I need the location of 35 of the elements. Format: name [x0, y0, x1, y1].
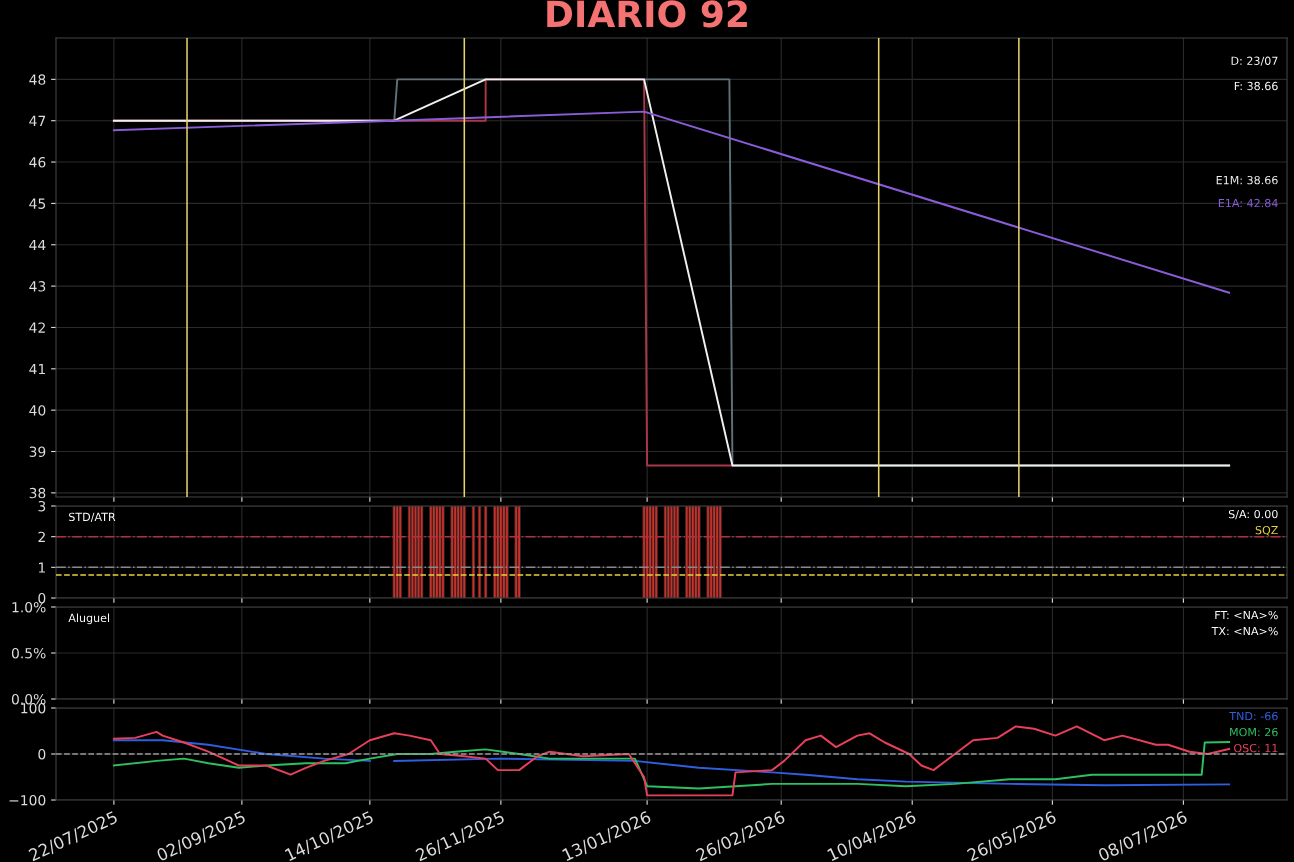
y-tick-label: 1.0% — [12, 601, 46, 613]
annotation: FT: <NA>% — [1215, 610, 1278, 620]
text: STD/ATR — [69, 512, 116, 522]
series-label: MOM: 26 — [1230, 727, 1278, 737]
y-tick-label: 40 — [29, 405, 46, 416]
text: E1M: 38.66 — [1216, 175, 1278, 185]
chart-title: DIARIO 92 — [547, 0, 747, 28]
y-tick-label: 41 — [29, 363, 45, 375]
y-tick-label: 3 — [38, 500, 46, 512]
y-tick-label: 100 — [21, 702, 46, 714]
y-tick-label: 2 — [38, 531, 45, 542]
series-label: OSC: 11 — [1234, 743, 1278, 753]
y-tick-label: 42 — [29, 322, 45, 333]
ref-line-label: SQZ — [1255, 525, 1278, 536]
y-tick-label: 48 — [29, 74, 46, 85]
y-tick-label: 38 — [29, 487, 46, 499]
y-tick-label: 39 — [29, 446, 46, 457]
y-tick-label: 45 — [29, 198, 46, 209]
y-tick-label: 44 — [29, 239, 46, 251]
text: E1A: 42.84 — [1218, 198, 1278, 208]
y-tick-label: 0.5% — [11, 647, 46, 659]
annotation: F: 38.66 — [1234, 81, 1278, 91]
annotation: TX: <NA>% — [1211, 626, 1278, 636]
y-tick-label: −100 — [9, 794, 46, 806]
text: TND: -66 — [1229, 711, 1278, 721]
annotation: D: 23/07 — [1231, 56, 1278, 66]
text: Aluguel — [68, 613, 110, 625]
y-tick-label: 0 — [38, 592, 46, 604]
y-tick-label: 47 — [29, 115, 46, 126]
annotation: S/A: 0.00 — [1228, 509, 1278, 520]
y-tick-label: 0.0% — [11, 693, 46, 705]
y-tick-label: 1 — [38, 562, 45, 573]
y-tick-label: 43 — [29, 281, 46, 292]
y-tick-label: 46 — [29, 157, 46, 168]
y-tick-label: 0 — [38, 748, 46, 760]
